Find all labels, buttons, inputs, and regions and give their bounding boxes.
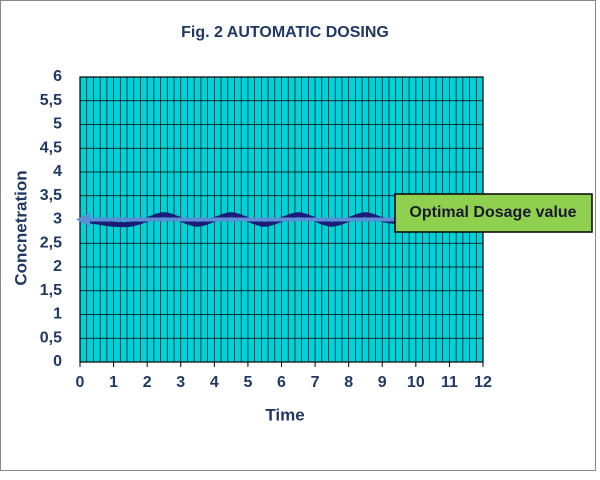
y-tick-label: 3: [53, 211, 62, 228]
y-tick-label: 4,5: [40, 139, 62, 156]
y-tick-label: 2: [53, 258, 62, 275]
chart-title: Fig. 2 AUTOMATIC DOSING: [181, 24, 389, 41]
y-tick-label: 2,5: [40, 234, 62, 251]
x-tick-label: 11: [441, 374, 458, 391]
y-tick-label: 5: [53, 116, 62, 133]
y-tick-label: 0: [53, 353, 62, 370]
x-axis-label: Time: [265, 405, 304, 424]
x-tick-label: 5: [243, 374, 252, 391]
x-tick-label: 9: [378, 374, 387, 391]
arrow-head: [76, 212, 90, 227]
x-tick-label: 8: [344, 374, 353, 391]
x-tick-label: 10: [407, 374, 425, 391]
x-tick-label: 3: [176, 374, 185, 391]
y-tick-label: 5,5: [40, 92, 62, 109]
y-tick-label: 1,5: [40, 282, 62, 299]
x-tick-label: 12: [474, 374, 492, 391]
x-tick-label: 4: [210, 374, 219, 391]
y-tick-label: 0,5: [40, 329, 62, 346]
annotation-text: Optimal Dosage value: [409, 204, 576, 221]
y-tick-label: 3,5: [40, 187, 62, 204]
x-tick-label: 0: [76, 374, 85, 391]
x-tick-label: 2: [143, 374, 152, 391]
y-tick-label: 4: [53, 163, 62, 180]
y-tick-label: 1: [53, 306, 62, 323]
x-tick-label: 1: [109, 374, 118, 391]
annotation-box: [394, 193, 593, 233]
x-tick-label: 6: [277, 374, 286, 391]
x-tick-label: 7: [311, 374, 320, 391]
y-tick-label: 6: [53, 68, 62, 85]
y-axis-label: Concnetration: [11, 170, 30, 285]
